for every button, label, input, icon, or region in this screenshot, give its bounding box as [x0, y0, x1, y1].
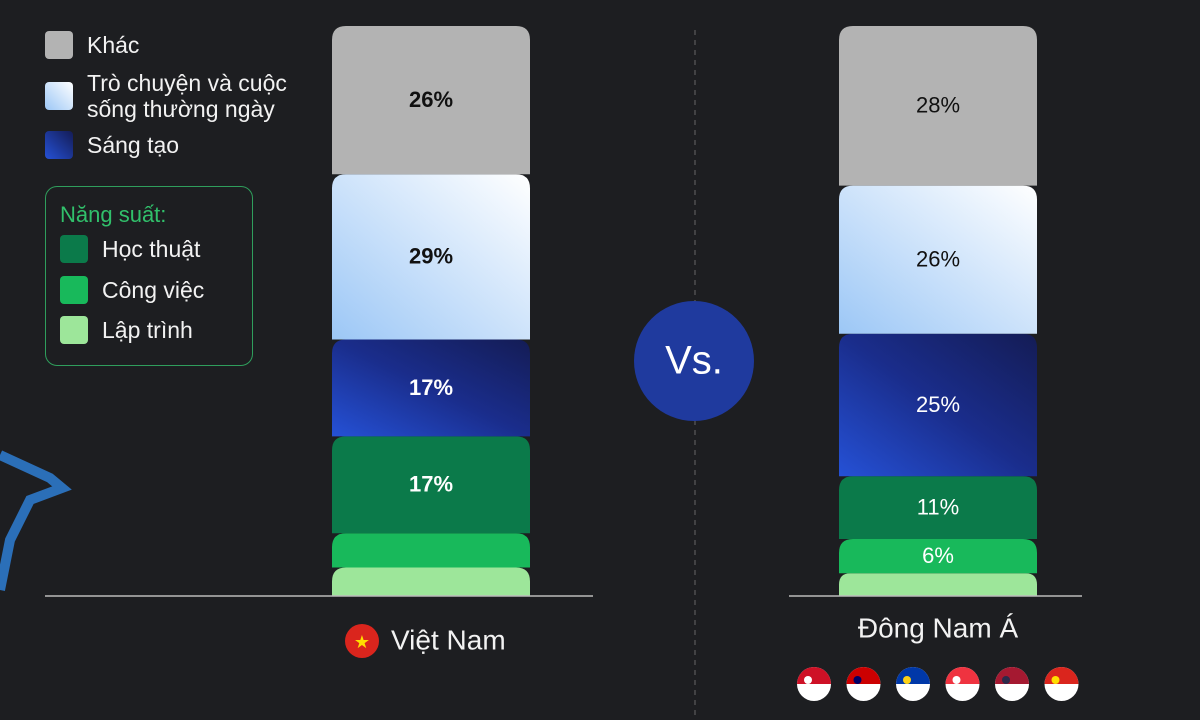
legend-label: Khác [87, 32, 140, 58]
value-label: 25% [916, 392, 960, 417]
category-label: Việt Nam [391, 624, 506, 655]
bar-segment [839, 333, 1037, 477]
vs-label: Vs. [665, 339, 723, 383]
legend-label: Trò chuyện và cuộc sống thường ngày [87, 70, 287, 122]
vs-badge [634, 301, 754, 421]
value-label: 17% [409, 375, 453, 400]
flag-icon [1051, 676, 1060, 684]
value-label: 26% [916, 247, 960, 272]
value-label: 6% [922, 543, 954, 568]
legend-label: Sáng tạo [87, 132, 180, 158]
value-label: 26% [409, 87, 453, 112]
legend-item: Công việc [60, 276, 204, 304]
legend-swatch [45, 82, 73, 110]
legend-label: Công việc [102, 277, 205, 303]
value-label: 28% [916, 93, 960, 118]
legend-swatch [60, 235, 88, 263]
flag-icon [853, 676, 862, 684]
bar-segment [839, 573, 1037, 596]
legend-label: Lập trình [102, 317, 193, 343]
legend-item: Trò chuyện và cuộc sống thường ngày [45, 70, 302, 122]
legend-group [45, 186, 253, 366]
flag-icon [952, 676, 961, 684]
flag-icon [1044, 667, 1079, 684]
legend-swatch [60, 276, 88, 304]
decoration [0, 450, 72, 591]
value-label: 11% [917, 494, 959, 519]
legend-swatch [60, 316, 88, 344]
bar-segment [839, 26, 1037, 186]
flag-icon [945, 667, 980, 684]
legend-item: Sáng tạo [45, 131, 179, 159]
star: ★ [354, 632, 370, 652]
legend-swatch [45, 131, 73, 159]
bar-segment [332, 26, 530, 175]
category-label: Đông Nam Á [858, 612, 1019, 643]
bar-segment [839, 185, 1037, 334]
flag-icon [1002, 676, 1010, 684]
legend-item: Học thuật [60, 235, 200, 263]
bar-segment [839, 539, 1037, 574]
value-label: 29% [409, 244, 453, 269]
legend-label: Học thuật [102, 236, 201, 262]
bar-segment [332, 339, 530, 437]
bar-segment [332, 174, 530, 340]
flag-icon [846, 667, 881, 684]
bar-segment [332, 436, 530, 534]
legend-item: Lập trình [60, 316, 193, 344]
bar-segment [332, 533, 530, 568]
flag-icon [903, 676, 911, 684]
legend-swatch [45, 31, 73, 59]
flag-icon [345, 624, 379, 658]
bar-segment [332, 567, 530, 596]
flag-icon [797, 667, 831, 684]
value-label: 17% [409, 472, 453, 497]
legend-item: Khác [45, 31, 139, 59]
flag-icon [896, 667, 930, 684]
legend-group-title: Năng suất: [60, 202, 167, 227]
flag-icon [995, 667, 1029, 684]
flag-icon [804, 676, 812, 684]
bar-segment [839, 476, 1037, 539]
